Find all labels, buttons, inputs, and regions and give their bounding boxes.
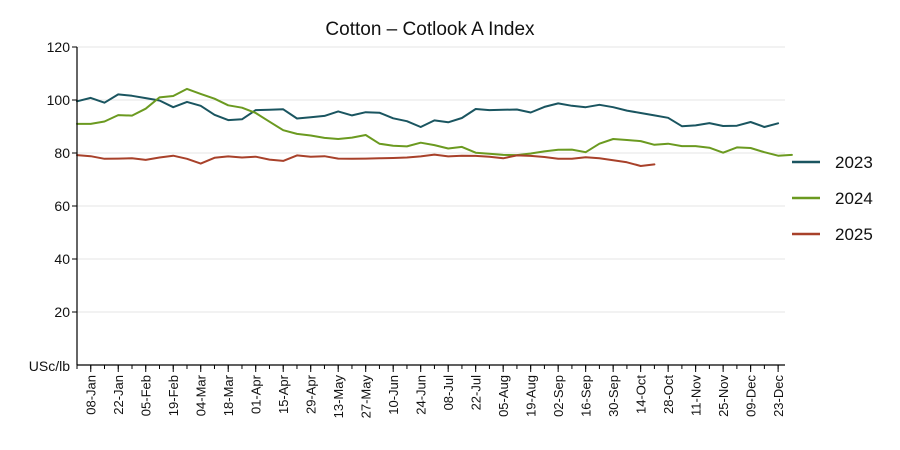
legend: 2023 2024 2025: [792, 153, 873, 244]
x-tick-label: 29-Apr: [304, 374, 319, 414]
chart-title: Cotton – Cotlook A Index: [325, 19, 535, 40]
series-lines: [76, 87, 793, 167]
y-tick-label: 80: [54, 145, 70, 161]
x-tick-label: 23-Dec: [771, 375, 786, 417]
series-line-2023: [76, 93, 780, 128]
x-tick-label: 05-Feb: [139, 375, 154, 416]
legend-item-2024: 2024: [792, 189, 873, 208]
x-axis-ticks: 08-Jan 22-Jan 05-Feb 19-Feb 04-Mar 18-Mar 01-A…: [76, 365, 786, 419]
x-tick-label: 05-Aug: [496, 375, 511, 417]
y-tick-label: 60: [54, 198, 70, 214]
y-tick-label: 120: [47, 39, 71, 55]
x-tick-label: 04-Mar: [194, 374, 209, 416]
series-line-2025: [76, 153, 656, 167]
x-tick-label: 02-Sep: [551, 375, 566, 417]
x-tick-label: 28-Oct: [661, 375, 676, 414]
x-tick-label: 30-Sep: [606, 375, 621, 417]
x-tick-label: 19-Feb: [166, 375, 181, 416]
legend-item-2023: 2023: [792, 153, 873, 172]
x-tick-label: 08-Jan: [84, 375, 99, 415]
x-tick-label: 13-May: [331, 375, 346, 419]
x-tick-label: 10-Jun: [386, 375, 401, 415]
y-tick-label: 20: [54, 304, 70, 320]
x-tick-label: 11-Nov: [689, 375, 704, 416]
x-tick-label: 27-May: [359, 375, 374, 419]
y-axis-label: USc/lb: [29, 358, 70, 374]
x-tick-label: 01-Apr: [249, 374, 264, 414]
legend-label: 2025: [835, 225, 873, 244]
x-tick-label: 25-Nov: [716, 375, 731, 417]
legend-label: 2023: [835, 153, 873, 172]
x-tick-label: 18-Mar: [221, 374, 236, 416]
x-tick-label: 22-Jan: [111, 375, 126, 415]
legend-item-2025: 2025: [792, 225, 873, 244]
y-tick-label: 40: [54, 251, 70, 267]
x-tick-label: 16-Sep: [579, 375, 594, 417]
series-line-2024: [76, 87, 793, 157]
grid-lines: [77, 46, 785, 313]
y-axis-ticks: 20 40 60 80 100 120: [47, 39, 77, 320]
x-tick-label: 24-Jun: [414, 375, 429, 415]
x-tick-label: 09-Dec: [744, 375, 759, 417]
x-tick-label: 19-Aug: [524, 375, 539, 417]
y-tick-label: 100: [47, 92, 71, 108]
x-tick-label: 08-Jul: [441, 375, 456, 411]
x-tick-label: 22-Jul: [469, 375, 484, 411]
x-tick-label: 14-Oct: [634, 375, 649, 414]
legend-label: 2024: [835, 189, 873, 208]
x-tick-label: 15-Apr: [276, 374, 291, 414]
